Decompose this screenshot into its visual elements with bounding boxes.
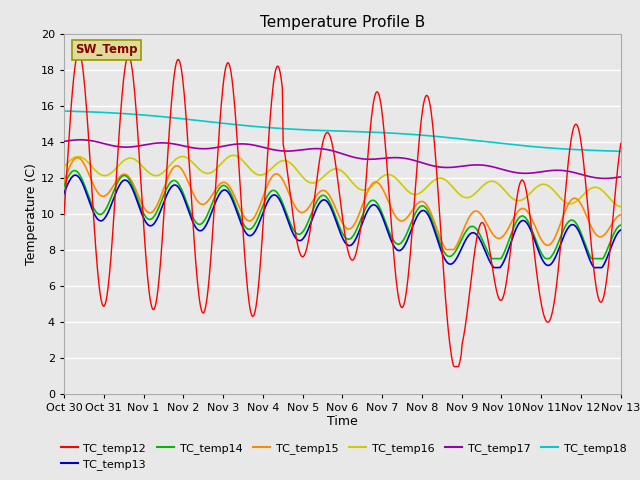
- X-axis label: Time: Time: [327, 415, 358, 429]
- Title: Temperature Profile B: Temperature Profile B: [260, 15, 425, 30]
- Legend: TC_temp12, TC_temp13, TC_temp14, TC_temp15, TC_temp16, TC_temp17, TC_temp18: TC_temp12, TC_temp13, TC_temp14, TC_temp…: [57, 438, 631, 474]
- Text: SW_Temp: SW_Temp: [75, 43, 138, 56]
- Y-axis label: Temperature (C): Temperature (C): [25, 163, 38, 264]
